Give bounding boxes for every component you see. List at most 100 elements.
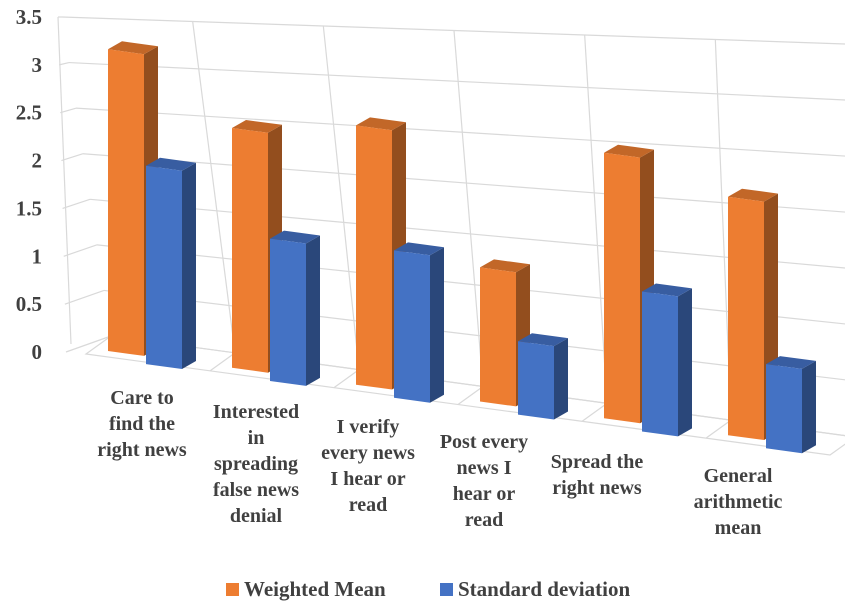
- y-tick-label: 1: [32, 244, 43, 268]
- x-category-label: I verify every news I hear or read: [321, 416, 415, 516]
- x-category-line: every news: [321, 442, 415, 464]
- bar-front: [270, 238, 306, 386]
- gridline: [61, 16, 845, 45]
- wall-divider: [322, 25, 360, 370]
- x-category-line: find the: [109, 413, 175, 435]
- x-category-label: Interested in spreading false news denial: [213, 401, 299, 527]
- bar-top: [766, 356, 816, 369]
- bar-top: [356, 117, 406, 131]
- bar-side: [430, 247, 444, 403]
- bar-top: [642, 283, 692, 297]
- bar-side: [306, 235, 320, 386]
- x-category-label: Spread the right news: [551, 451, 644, 499]
- x-category-line: Spread the: [551, 451, 644, 473]
- x-category-line: Post every: [440, 431, 528, 453]
- bar-top: [480, 259, 530, 273]
- wall-divider: [584, 34, 608, 404]
- wall-divider: [192, 21, 236, 353]
- x-category-line: news I: [456, 457, 511, 479]
- y-tick-label: 2: [32, 149, 43, 173]
- y-tick-label: 3: [32, 53, 43, 77]
- bar-front: [604, 152, 640, 424]
- x-category-line: I hear or: [330, 468, 405, 490]
- floor-divider: [581, 402, 608, 422]
- bar-top: [518, 333, 568, 347]
- y-tick-label: 0: [32, 340, 43, 364]
- bar-top: [394, 242, 444, 256]
- bar-front: [480, 267, 516, 407]
- x-category-line: right news: [97, 439, 187, 461]
- bar-front: [766, 364, 802, 454]
- bar-front: [642, 291, 678, 437]
- side-gridline: [64, 289, 105, 305]
- x-category-line: read: [465, 509, 504, 531]
- bar-top: [604, 144, 654, 158]
- legend-label: Standard deviation: [458, 577, 630, 601]
- x-category-label: Post every news I hear or read: [440, 431, 528, 531]
- x-category-line: right news: [552, 477, 642, 499]
- bar-standard-deviation-5: [642, 283, 692, 437]
- bar-top: [232, 120, 282, 133]
- side-gridline: [62, 198, 91, 209]
- x-category-line: arithmetic: [694, 491, 783, 513]
- floor-divider: [333, 369, 360, 389]
- x-category-line: false news: [213, 479, 299, 501]
- bar-side: [678, 288, 692, 437]
- floor-divider: [705, 419, 732, 439]
- x-category-label: Care to find the right news: [97, 387, 187, 461]
- side-gridline: [61, 153, 84, 162]
- side-wall-edge: [57, 16, 72, 345]
- bar-weighted-mean-6: [728, 188, 778, 440]
- side-gridline: [65, 335, 112, 353]
- bar-top: [270, 230, 320, 244]
- bar-front: [394, 250, 430, 403]
- y-tick-label: 0.5: [16, 292, 42, 316]
- floor-divider: [209, 352, 236, 372]
- bar-front: [146, 165, 182, 369]
- legend-swatch: [440, 583, 453, 596]
- x-category-line: spreading: [214, 453, 298, 475]
- bar-top: [728, 188, 778, 202]
- x-category-line: in: [248, 427, 265, 449]
- bar-side: [802, 360, 816, 454]
- wall-divider: [453, 30, 484, 387]
- legend-label: Weighted Mean: [244, 577, 386, 601]
- floor-divider: [457, 386, 484, 405]
- x-axis-categories: Care to find the right news Interested in spr…: [97, 387, 782, 539]
- x-category-line: read: [349, 494, 388, 516]
- bar-standard-deviation-2: [270, 230, 320, 386]
- bar-standard-deviation-1: [146, 157, 196, 369]
- bar-standard-deviation-6: [766, 356, 816, 454]
- bar-front: [232, 128, 268, 373]
- bar-front: [518, 341, 554, 420]
- y-tick-label: 2.5: [16, 101, 42, 125]
- legend-swatch: [226, 583, 239, 596]
- bar-front: [108, 49, 144, 356]
- y-tick-label: 3.5: [16, 5, 42, 29]
- x-category-line: Interested: [213, 401, 299, 423]
- chart-bars: [108, 41, 816, 454]
- x-category-line: hear or: [453, 483, 516, 505]
- bar-side: [554, 338, 568, 420]
- bar-side: [182, 162, 196, 369]
- bar-top: [146, 157, 196, 171]
- side-gridline: [60, 107, 77, 114]
- chart-legend: Weighted Mean Standard deviation: [226, 577, 630, 601]
- x-category-line: Care to: [110, 387, 174, 409]
- bar-front: [356, 125, 392, 390]
- bar-standard-deviation-3: [394, 242, 444, 403]
- bar-top: [108, 41, 158, 55]
- x-category-label: General arithmetic mean: [694, 465, 783, 539]
- y-axis-ticks: 0 0.5 1 1.5 2 2.5 3 3.5: [16, 5, 42, 364]
- x-category-line: I verify: [337, 416, 400, 438]
- side-gridline: [59, 61, 70, 66]
- x-category-line: denial: [230, 505, 283, 527]
- bar-standard-deviation-4: [518, 333, 568, 420]
- bar-front: [728, 196, 764, 440]
- bar-weighted-mean-4: [480, 259, 530, 407]
- side-gridline: [63, 244, 98, 257]
- y-tick-label: 1.5: [16, 196, 42, 220]
- x-category-line: mean: [715, 517, 762, 539]
- x-category-line: General: [704, 465, 773, 487]
